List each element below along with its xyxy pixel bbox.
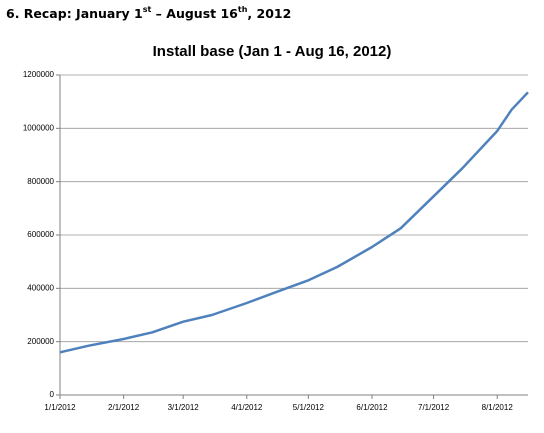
y-tick-label: 600000: [27, 230, 54, 239]
y-tick-label: 1000000: [23, 123, 55, 132]
y-tick-label: 800000: [27, 177, 54, 186]
x-tick-label: 7/1/2012: [418, 403, 450, 412]
x-tick-label: 4/1/2012: [231, 403, 263, 412]
y-tick-label: 1200000: [23, 70, 55, 79]
heading-text: 6. Recap: January 1: [6, 6, 143, 21]
heading: 6. Recap: January 1st – August 16th, 201…: [6, 5, 291, 21]
y-tick-label: 0: [50, 390, 55, 399]
line: [59, 91, 529, 354]
x-tick-label: 3/1/2012: [168, 403, 200, 412]
heading-sup: st: [143, 5, 152, 14]
y-tick-label: 200000: [27, 337, 54, 346]
x-tick-label: 8/1/2012: [482, 403, 514, 412]
x-tick-label: 5/1/2012: [293, 403, 325, 412]
x-tick-label: 1/1/2012: [44, 403, 76, 412]
y-tick-label: 400000: [27, 283, 54, 292]
x-tick-label: 2/1/2012: [108, 403, 140, 412]
x-tick-label: 6/1/2012: [356, 403, 388, 412]
heading-text: – August 16: [151, 6, 238, 21]
chart-title: Install base (Jan 1 - Aug 16, 2012): [153, 43, 392, 60]
heading-sup: th: [238, 5, 248, 14]
heading-text: , 2012: [247, 6, 291, 21]
